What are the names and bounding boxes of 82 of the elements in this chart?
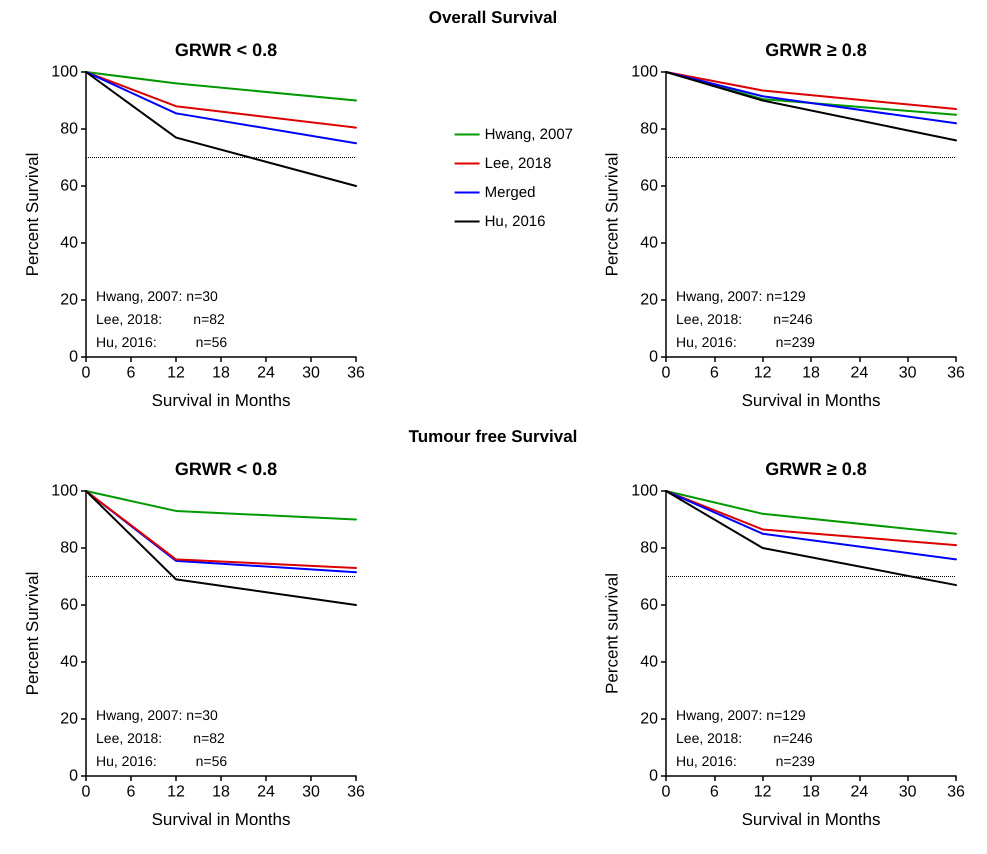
legend-label: Lee, 2018 bbox=[484, 155, 552, 172]
annotation: Lee, 2018: n=82 bbox=[96, 311, 226, 327]
chart-subtitle: GRWR < 0.8 bbox=[174, 40, 278, 60]
x-tick-label: 24 bbox=[850, 364, 868, 382]
y-tick-label: 100 bbox=[51, 482, 78, 500]
y-tick-label: 0 bbox=[69, 768, 78, 784]
y-tick-label: 40 bbox=[60, 654, 78, 670]
y-tick-label: 60 bbox=[640, 596, 658, 614]
text: Tumour free Survival bbox=[408, 427, 578, 448]
x-tick-label: 18 bbox=[802, 364, 820, 382]
annotation: Hu, 2016: n=239 bbox=[676, 334, 816, 350]
y-axis-title: Percent Survival bbox=[23, 572, 42, 696]
x-tick-label: 12 bbox=[167, 784, 185, 800]
y-tick-label: 20 bbox=[640, 710, 658, 728]
x-tick-label: 30 bbox=[898, 784, 917, 800]
x-tick-label: 6 bbox=[126, 784, 136, 800]
y-tick-label: 20 bbox=[60, 710, 78, 728]
x-tick-label: 12 bbox=[167, 364, 185, 382]
x-axis-title: Survival in Months bbox=[152, 810, 290, 829]
chart-subtitle: GRWR ≥ 0.8 bbox=[765, 459, 867, 479]
annotation: Hwang, 2007: n=129 bbox=[676, 707, 806, 723]
y-axis-title: Percent survival bbox=[602, 573, 622, 694]
x-tick-label: 18 bbox=[802, 784, 820, 800]
x-tick-label: 30 bbox=[302, 784, 320, 800]
x-tick-label: 36 bbox=[347, 364, 365, 382]
y-tick-label: 0 bbox=[69, 348, 78, 366]
y-tick-label: 40 bbox=[640, 234, 658, 252]
legend-label: Merged bbox=[484, 184, 536, 201]
annotation: Hu, 2016: n=56 bbox=[96, 334, 228, 350]
x-tick-label: 6 bbox=[710, 364, 719, 382]
annotation: Hu, 2016: n=56 bbox=[96, 753, 228, 769]
annotation: Hwang, 2007: n=30 bbox=[96, 707, 218, 723]
x-axis-title: Survival in Months bbox=[742, 810, 880, 829]
x-tick-label: 12 bbox=[754, 784, 772, 800]
y-tick-label: 60 bbox=[60, 178, 78, 194]
annotation: Hwang, 2007: n=129 bbox=[676, 288, 806, 304]
chart-subtitle: GRWR ≥ 0.8 bbox=[765, 40, 867, 60]
y-tick-label: 60 bbox=[60, 596, 78, 614]
y-tick-label: 40 bbox=[640, 654, 658, 670]
y-tick-label: 80 bbox=[640, 120, 658, 138]
legend-label: Hu, 2016 bbox=[484, 213, 546, 230]
x-tick-label: 0 bbox=[662, 784, 671, 800]
y-tick-label: 100 bbox=[631, 64, 658, 80]
x-tick-label: 18 bbox=[212, 364, 230, 382]
y-tick-label: 80 bbox=[60, 540, 78, 556]
x-tick-label: 24 bbox=[850, 784, 868, 800]
y-tick-label: 80 bbox=[640, 540, 658, 556]
x-tick-label: 0 bbox=[82, 364, 91, 382]
x-tick-label: 30 bbox=[898, 364, 917, 382]
x-axis-title: Survival in Months bbox=[152, 391, 290, 410]
x-tick-label: 24 bbox=[257, 784, 275, 800]
x-tick-label: 30 bbox=[302, 364, 320, 382]
x-tick-label: 36 bbox=[347, 784, 365, 800]
annotation: Hu, 2016: n=239 bbox=[676, 753, 816, 769]
y-tick-label: 0 bbox=[649, 348, 658, 366]
y-tick-label: 20 bbox=[60, 292, 78, 308]
x-tick-label: 6 bbox=[710, 784, 719, 800]
x-tick-label: 18 bbox=[212, 784, 230, 800]
annotation: Lee, 2018: n=82 bbox=[96, 730, 226, 746]
x-tick-label: 0 bbox=[662, 364, 671, 382]
y-tick-label: 20 bbox=[640, 292, 658, 308]
y-tick-label: 100 bbox=[631, 482, 658, 500]
x-tick-label: 6 bbox=[126, 364, 136, 382]
y-axis-title: Percent Survival bbox=[602, 152, 622, 276]
y-tick-label: 100 bbox=[51, 64, 78, 80]
y-tick-label: 0 bbox=[649, 768, 658, 784]
x-tick-label: 12 bbox=[754, 364, 772, 382]
y-tick-label: 80 bbox=[60, 120, 78, 138]
legend-label: Hwang, 2007 bbox=[484, 126, 574, 143]
x-tick-label: 0 bbox=[82, 784, 91, 800]
x-tick-label: 36 bbox=[947, 784, 965, 800]
annotation: Lee, 2018: n=246 bbox=[676, 730, 813, 746]
y-tick-label: 40 bbox=[60, 234, 78, 252]
x-tick-label: 36 bbox=[947, 364, 965, 382]
annotation: Hwang, 2007: n=30 bbox=[96, 288, 218, 304]
text: Overall Survival bbox=[428, 8, 558, 29]
annotation: Lee, 2018: n=246 bbox=[676, 311, 813, 327]
x-axis-title: Survival in Months bbox=[742, 391, 880, 410]
y-axis-title: Percent Survival bbox=[23, 152, 42, 276]
chart-subtitle: GRWR < 0.8 bbox=[174, 459, 278, 479]
x-tick-label: 24 bbox=[257, 364, 275, 382]
y-tick-label: 60 bbox=[640, 178, 658, 194]
